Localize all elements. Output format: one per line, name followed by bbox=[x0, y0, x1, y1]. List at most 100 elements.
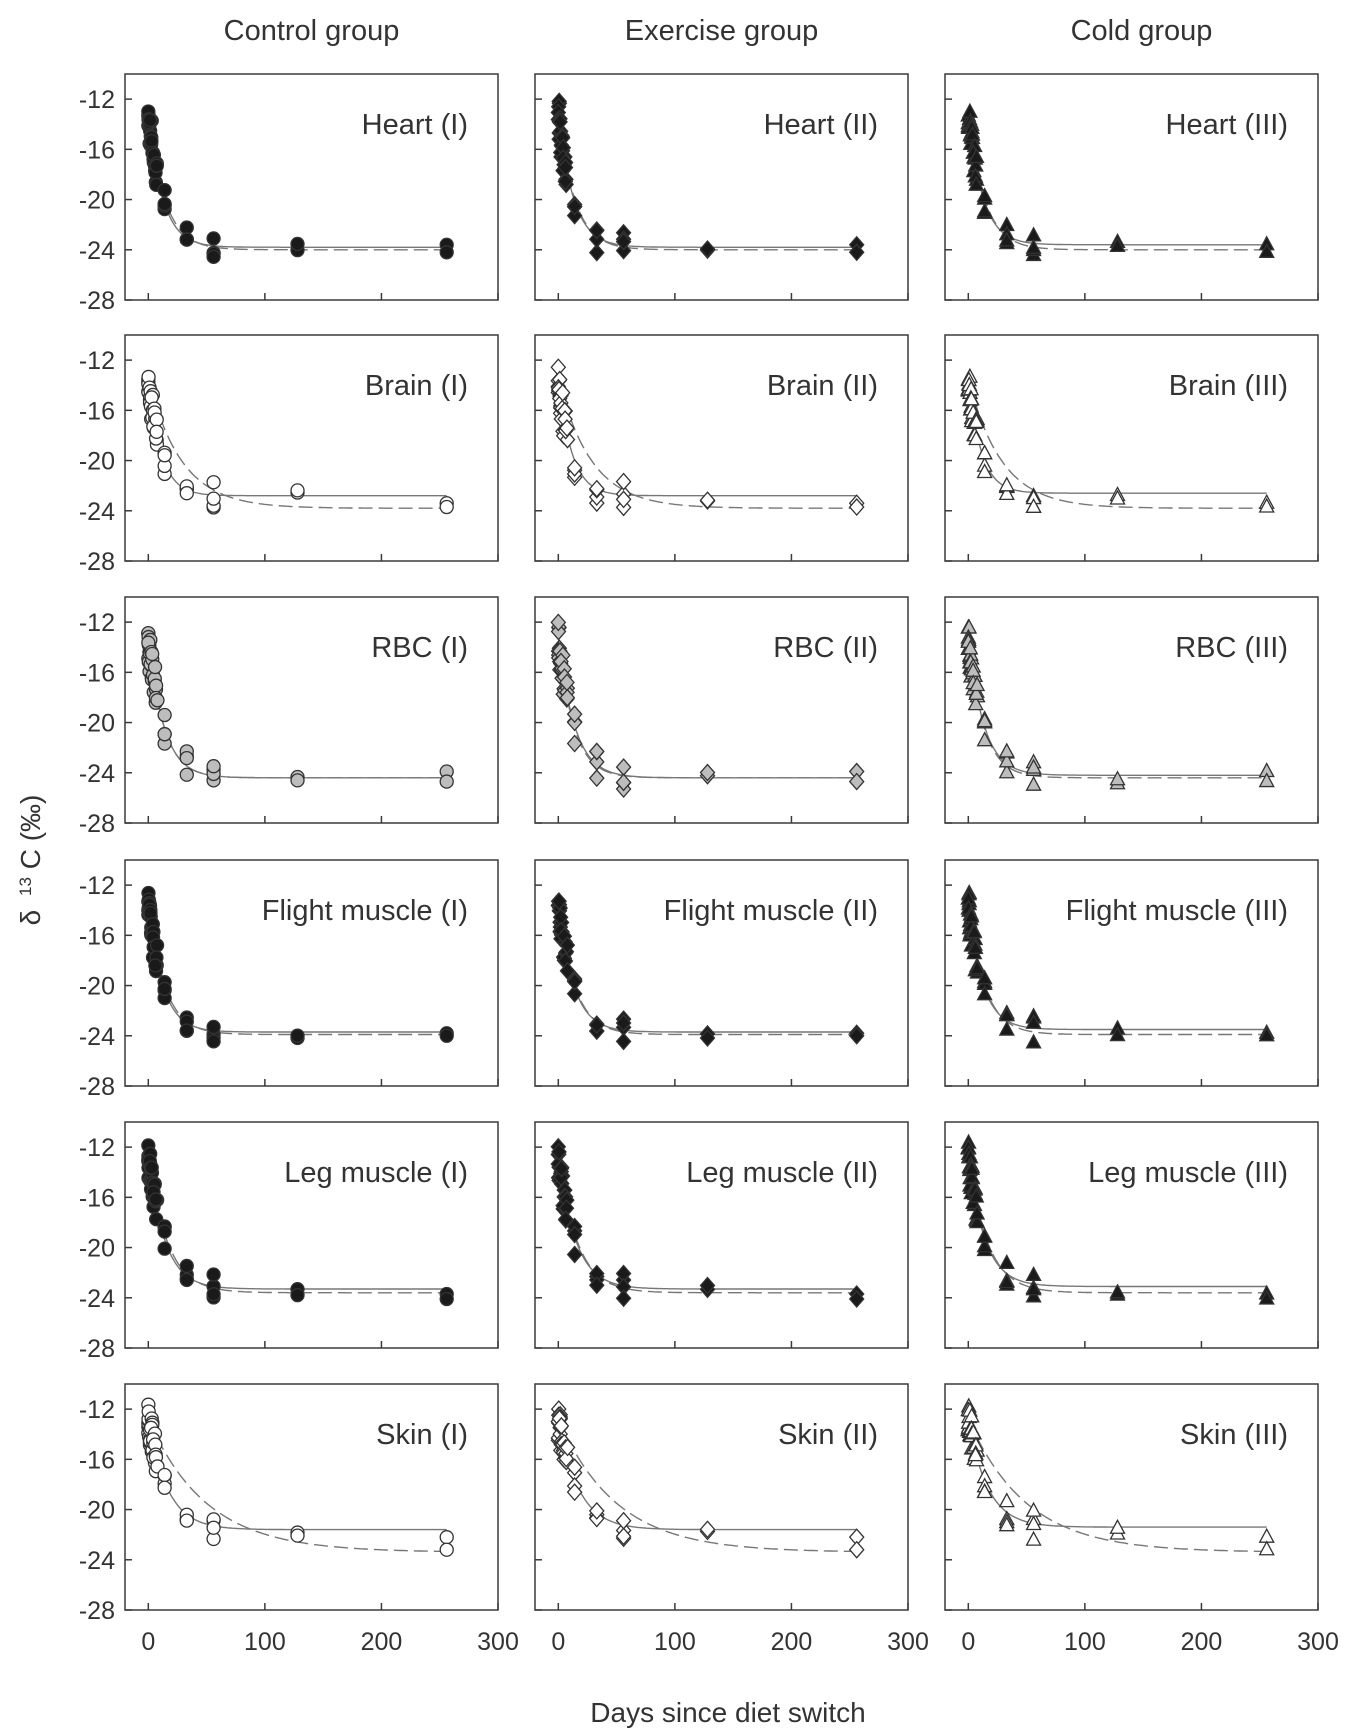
data-point bbox=[1025, 238, 1042, 254]
fit-curve-dashed bbox=[967, 378, 1267, 509]
data-point bbox=[968, 175, 985, 191]
data-point bbox=[976, 1227, 993, 1243]
y-tick-label: -20 bbox=[79, 187, 115, 215]
data-point bbox=[206, 491, 221, 506]
data-point bbox=[969, 1204, 986, 1220]
data-point bbox=[206, 1019, 221, 1035]
panel-frame bbox=[534, 334, 909, 562]
panel-skin-II: 0 100 200 300 Skin (II) bbox=[534, 1383, 929, 1656]
panel-label: RBC (I) bbox=[371, 632, 468, 664]
x-tick-label: 100 bbox=[654, 1628, 696, 1656]
data-point bbox=[206, 475, 221, 490]
data-point bbox=[615, 241, 632, 260]
y-axis-title-units: C (‰) bbox=[15, 795, 46, 870]
panel-frame bbox=[944, 596, 1319, 824]
panel-skin-I: -12 -16 -20 -24 -28 0 100 200 300 Skin (I) bbox=[79, 1383, 519, 1656]
data-point bbox=[179, 767, 194, 782]
data-point bbox=[144, 134, 159, 149]
data-point bbox=[848, 243, 865, 262]
x-tick-label: 100 bbox=[244, 1628, 286, 1656]
y-tick-label: -24 bbox=[79, 760, 115, 788]
data-point bbox=[968, 1187, 985, 1203]
data-point bbox=[1109, 1518, 1126, 1534]
data-point bbox=[557, 158, 574, 177]
data-point bbox=[615, 1511, 632, 1530]
data-point bbox=[157, 182, 172, 198]
panel-label: RBC (III) bbox=[1175, 632, 1288, 664]
data-point bbox=[848, 772, 865, 791]
data-point bbox=[179, 1513, 194, 1528]
data-point bbox=[1258, 1289, 1275, 1305]
panel-frame bbox=[944, 73, 1319, 301]
data-point bbox=[157, 727, 172, 742]
data-point bbox=[976, 985, 993, 1001]
y-tick-label: -20 bbox=[79, 710, 115, 738]
data-point bbox=[559, 936, 576, 955]
data-point bbox=[206, 1034, 221, 1049]
fit-curve-dashed bbox=[557, 1418, 857, 1553]
column-titles: Control group Exercise group Cold group bbox=[224, 15, 1213, 47]
data-point bbox=[1258, 1527, 1275, 1543]
fit-curve-dashed bbox=[147, 378, 447, 509]
data-point bbox=[588, 1016, 605, 1035]
panel-label: Leg muscle (II) bbox=[686, 1157, 878, 1189]
data-point bbox=[206, 759, 221, 774]
data-point bbox=[976, 969, 993, 985]
data-point bbox=[588, 742, 605, 761]
data-point bbox=[699, 240, 716, 259]
data-point bbox=[566, 206, 583, 225]
data-point bbox=[551, 1142, 567, 1161]
data-point bbox=[439, 245, 454, 260]
data-point bbox=[206, 1287, 221, 1302]
data-point bbox=[559, 430, 576, 449]
data-point bbox=[967, 1446, 984, 1462]
y-tick-label: -20 bbox=[79, 1497, 115, 1525]
data-point bbox=[963, 1159, 980, 1175]
data-point bbox=[157, 707, 172, 723]
panel-frame bbox=[124, 1383, 499, 1611]
data-point bbox=[968, 684, 985, 700]
panel-brain-I: -12 -16 -20 -24 -28 Brain (I) bbox=[79, 334, 499, 576]
data-point bbox=[1025, 1515, 1042, 1531]
data-point bbox=[588, 1276, 605, 1295]
panel-frame bbox=[534, 1121, 909, 1349]
data-point bbox=[290, 1287, 305, 1303]
x-tick-label: 0 bbox=[141, 1628, 155, 1656]
panel-label: Flight muscle (II) bbox=[664, 895, 878, 927]
data-point bbox=[439, 1542, 454, 1557]
y-tick-label: -16 bbox=[79, 136, 115, 164]
data-point bbox=[566, 705, 583, 724]
panel-label: Leg muscle (I) bbox=[284, 1157, 468, 1189]
data-point bbox=[998, 752, 1015, 768]
panel-label: Skin (I) bbox=[376, 1419, 468, 1451]
panel-flight-muscle-II: Flight muscle (II) bbox=[534, 859, 909, 1087]
y-tick-label: -16 bbox=[79, 1184, 115, 1212]
data-point bbox=[1025, 497, 1042, 513]
panel-frame bbox=[124, 859, 499, 1087]
panel-leg-muscle-III: Leg muscle (III) bbox=[944, 1121, 1319, 1349]
data-point bbox=[566, 1483, 583, 1502]
data-point bbox=[566, 972, 583, 991]
y-tick-label: -12 bbox=[79, 1396, 115, 1424]
data-point bbox=[290, 773, 305, 788]
data-point bbox=[148, 678, 164, 693]
data-point bbox=[588, 752, 605, 771]
y-axis-title: δ 13 C (‰) bbox=[6, 795, 46, 926]
y-tick-label: -24 bbox=[79, 498, 115, 526]
data-point bbox=[157, 448, 172, 463]
y-tick-label: -20 bbox=[79, 448, 115, 476]
y-tick-label: -16 bbox=[79, 1446, 115, 1474]
data-point bbox=[588, 221, 605, 240]
panel-grid: -12 -16 -20 -24 -28 Heart (I) Heart (II) Heart … bbox=[79, 73, 1339, 1656]
data-point bbox=[157, 1467, 172, 1483]
panel-label: Flight muscle (I) bbox=[262, 895, 468, 927]
y-tick-label: -16 bbox=[79, 922, 115, 950]
panel-rbc-II: RBC (II) bbox=[534, 596, 909, 824]
data-point bbox=[149, 938, 165, 953]
x-tick-label: 200 bbox=[1181, 1628, 1223, 1656]
data-point bbox=[147, 659, 163, 675]
data-point bbox=[848, 498, 865, 516]
panel-frame bbox=[944, 334, 1319, 562]
data-point bbox=[998, 1020, 1015, 1036]
y-tick-label: -24 bbox=[79, 237, 115, 265]
